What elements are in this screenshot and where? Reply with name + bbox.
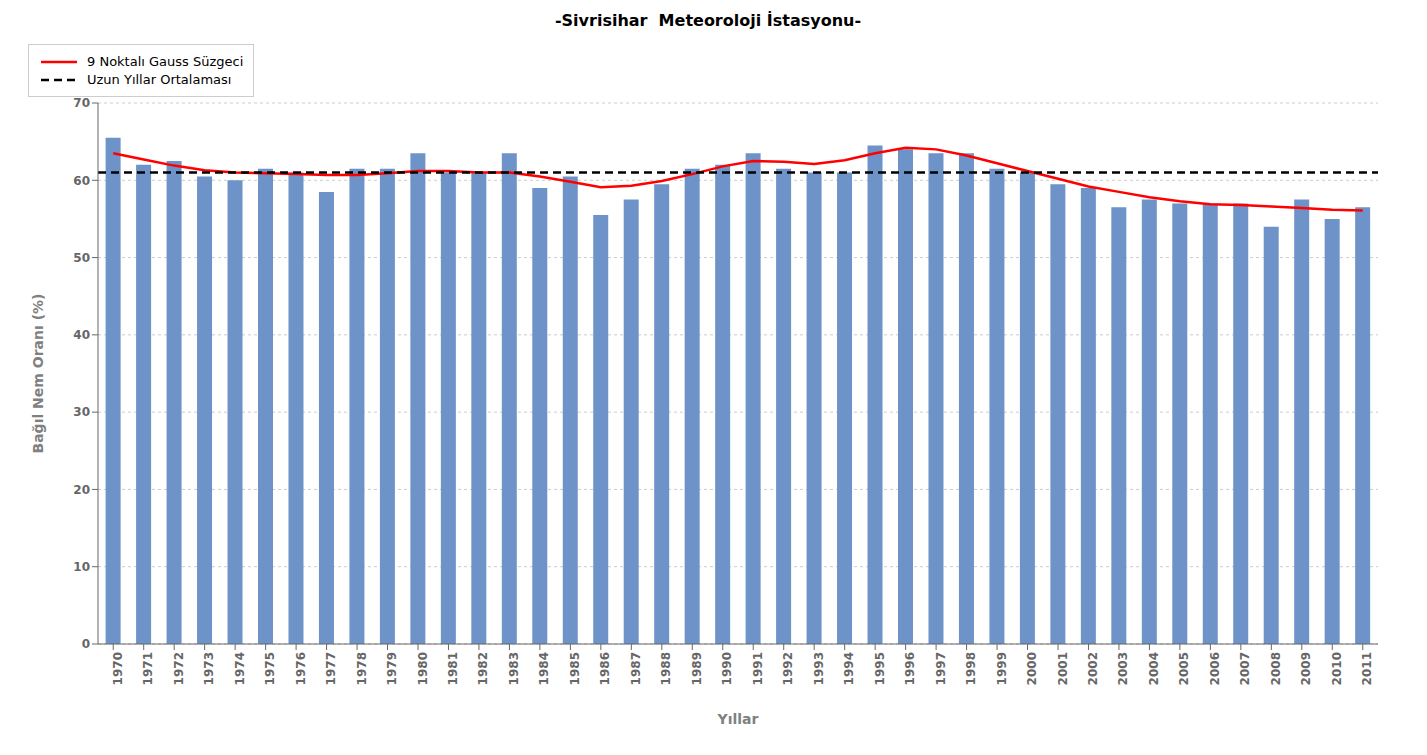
svg-text:2000: 2000: [1025, 652, 1039, 685]
svg-text:1973: 1973: [202, 652, 216, 685]
svg-text:1972: 1972: [172, 652, 186, 685]
svg-text:1980: 1980: [416, 652, 430, 685]
svg-text:1995: 1995: [873, 652, 887, 685]
svg-text:1987: 1987: [629, 652, 643, 685]
svg-text:30: 30: [73, 405, 90, 419]
svg-text:1990: 1990: [720, 652, 734, 685]
svg-text:1986: 1986: [598, 652, 612, 685]
svg-text:2006: 2006: [1208, 652, 1222, 685]
svg-text:1988: 1988: [659, 652, 673, 685]
html-text:-Sivrisihar Meteoroloji İstasy: -Sivrisihar Meteoroloji İstasyonu-: [554, 11, 862, 30]
svg-text:1999: 1999: [995, 652, 1009, 685]
svg-text:1974: 1974: [233, 652, 247, 685]
svg-text:1977: 1977: [324, 652, 338, 685]
svg-text:2009: 2009: [1299, 652, 1313, 685]
svg-text:2003: 2003: [1116, 652, 1130, 685]
svg-text:70: 70: [73, 96, 90, 110]
svg-text:1979: 1979: [385, 652, 399, 685]
svg-text:Yıllar: Yıllar: [717, 711, 759, 727]
svg-text:1992: 1992: [781, 652, 795, 685]
svg-text:1978: 1978: [355, 652, 369, 685]
svg-text:1998: 1998: [964, 652, 978, 685]
svg-text:40: 40: [73, 328, 90, 342]
svg-text:2004: 2004: [1147, 652, 1161, 685]
svg-text:2001: 2001: [1056, 652, 1070, 685]
svg-text:Bağıl Nem Oranı (%): Bağıl Nem Oranı (%): [30, 293, 46, 453]
svg-text:1971: 1971: [141, 652, 155, 685]
svg-text:1984: 1984: [537, 652, 551, 685]
svg-text:20: 20: [73, 483, 90, 497]
svg-text:2002: 2002: [1086, 652, 1100, 685]
svg-text:60: 60: [73, 174, 90, 188]
html-text:9 Noktalı Gauss Süzgeci: 9 Noktalı Gauss Süzgeci: [87, 54, 244, 69]
svg-text:0: 0: [82, 637, 90, 651]
svg-text:1982: 1982: [476, 652, 490, 685]
html-text:Uzun Yıllar Ortalaması: Uzun Yıllar Ortalaması: [87, 72, 232, 87]
svg-text:1996: 1996: [903, 652, 917, 685]
svg-text:1991: 1991: [751, 652, 765, 685]
svg-text:1981: 1981: [446, 652, 460, 685]
svg-text:2011: 2011: [1360, 652, 1374, 685]
svg-text:1989: 1989: [690, 652, 704, 685]
svg-text:1997: 1997: [934, 652, 948, 685]
svg-text:10: 10: [73, 560, 90, 574]
svg-text:1983: 1983: [507, 652, 521, 685]
svg-text:1970: 1970: [111, 652, 125, 685]
svg-text:2008: 2008: [1269, 652, 1283, 685]
svg-text:1976: 1976: [294, 652, 308, 685]
svg-text:1975: 1975: [263, 652, 277, 685]
svg-text:2007: 2007: [1238, 652, 1252, 685]
svg-text:2010: 2010: [1330, 652, 1344, 685]
svg-text:50: 50: [73, 251, 90, 265]
svg-text:1985: 1985: [568, 652, 582, 685]
svg-text:1994: 1994: [842, 652, 856, 685]
svg-text:2005: 2005: [1177, 652, 1191, 685]
svg-text:1993: 1993: [812, 652, 826, 685]
